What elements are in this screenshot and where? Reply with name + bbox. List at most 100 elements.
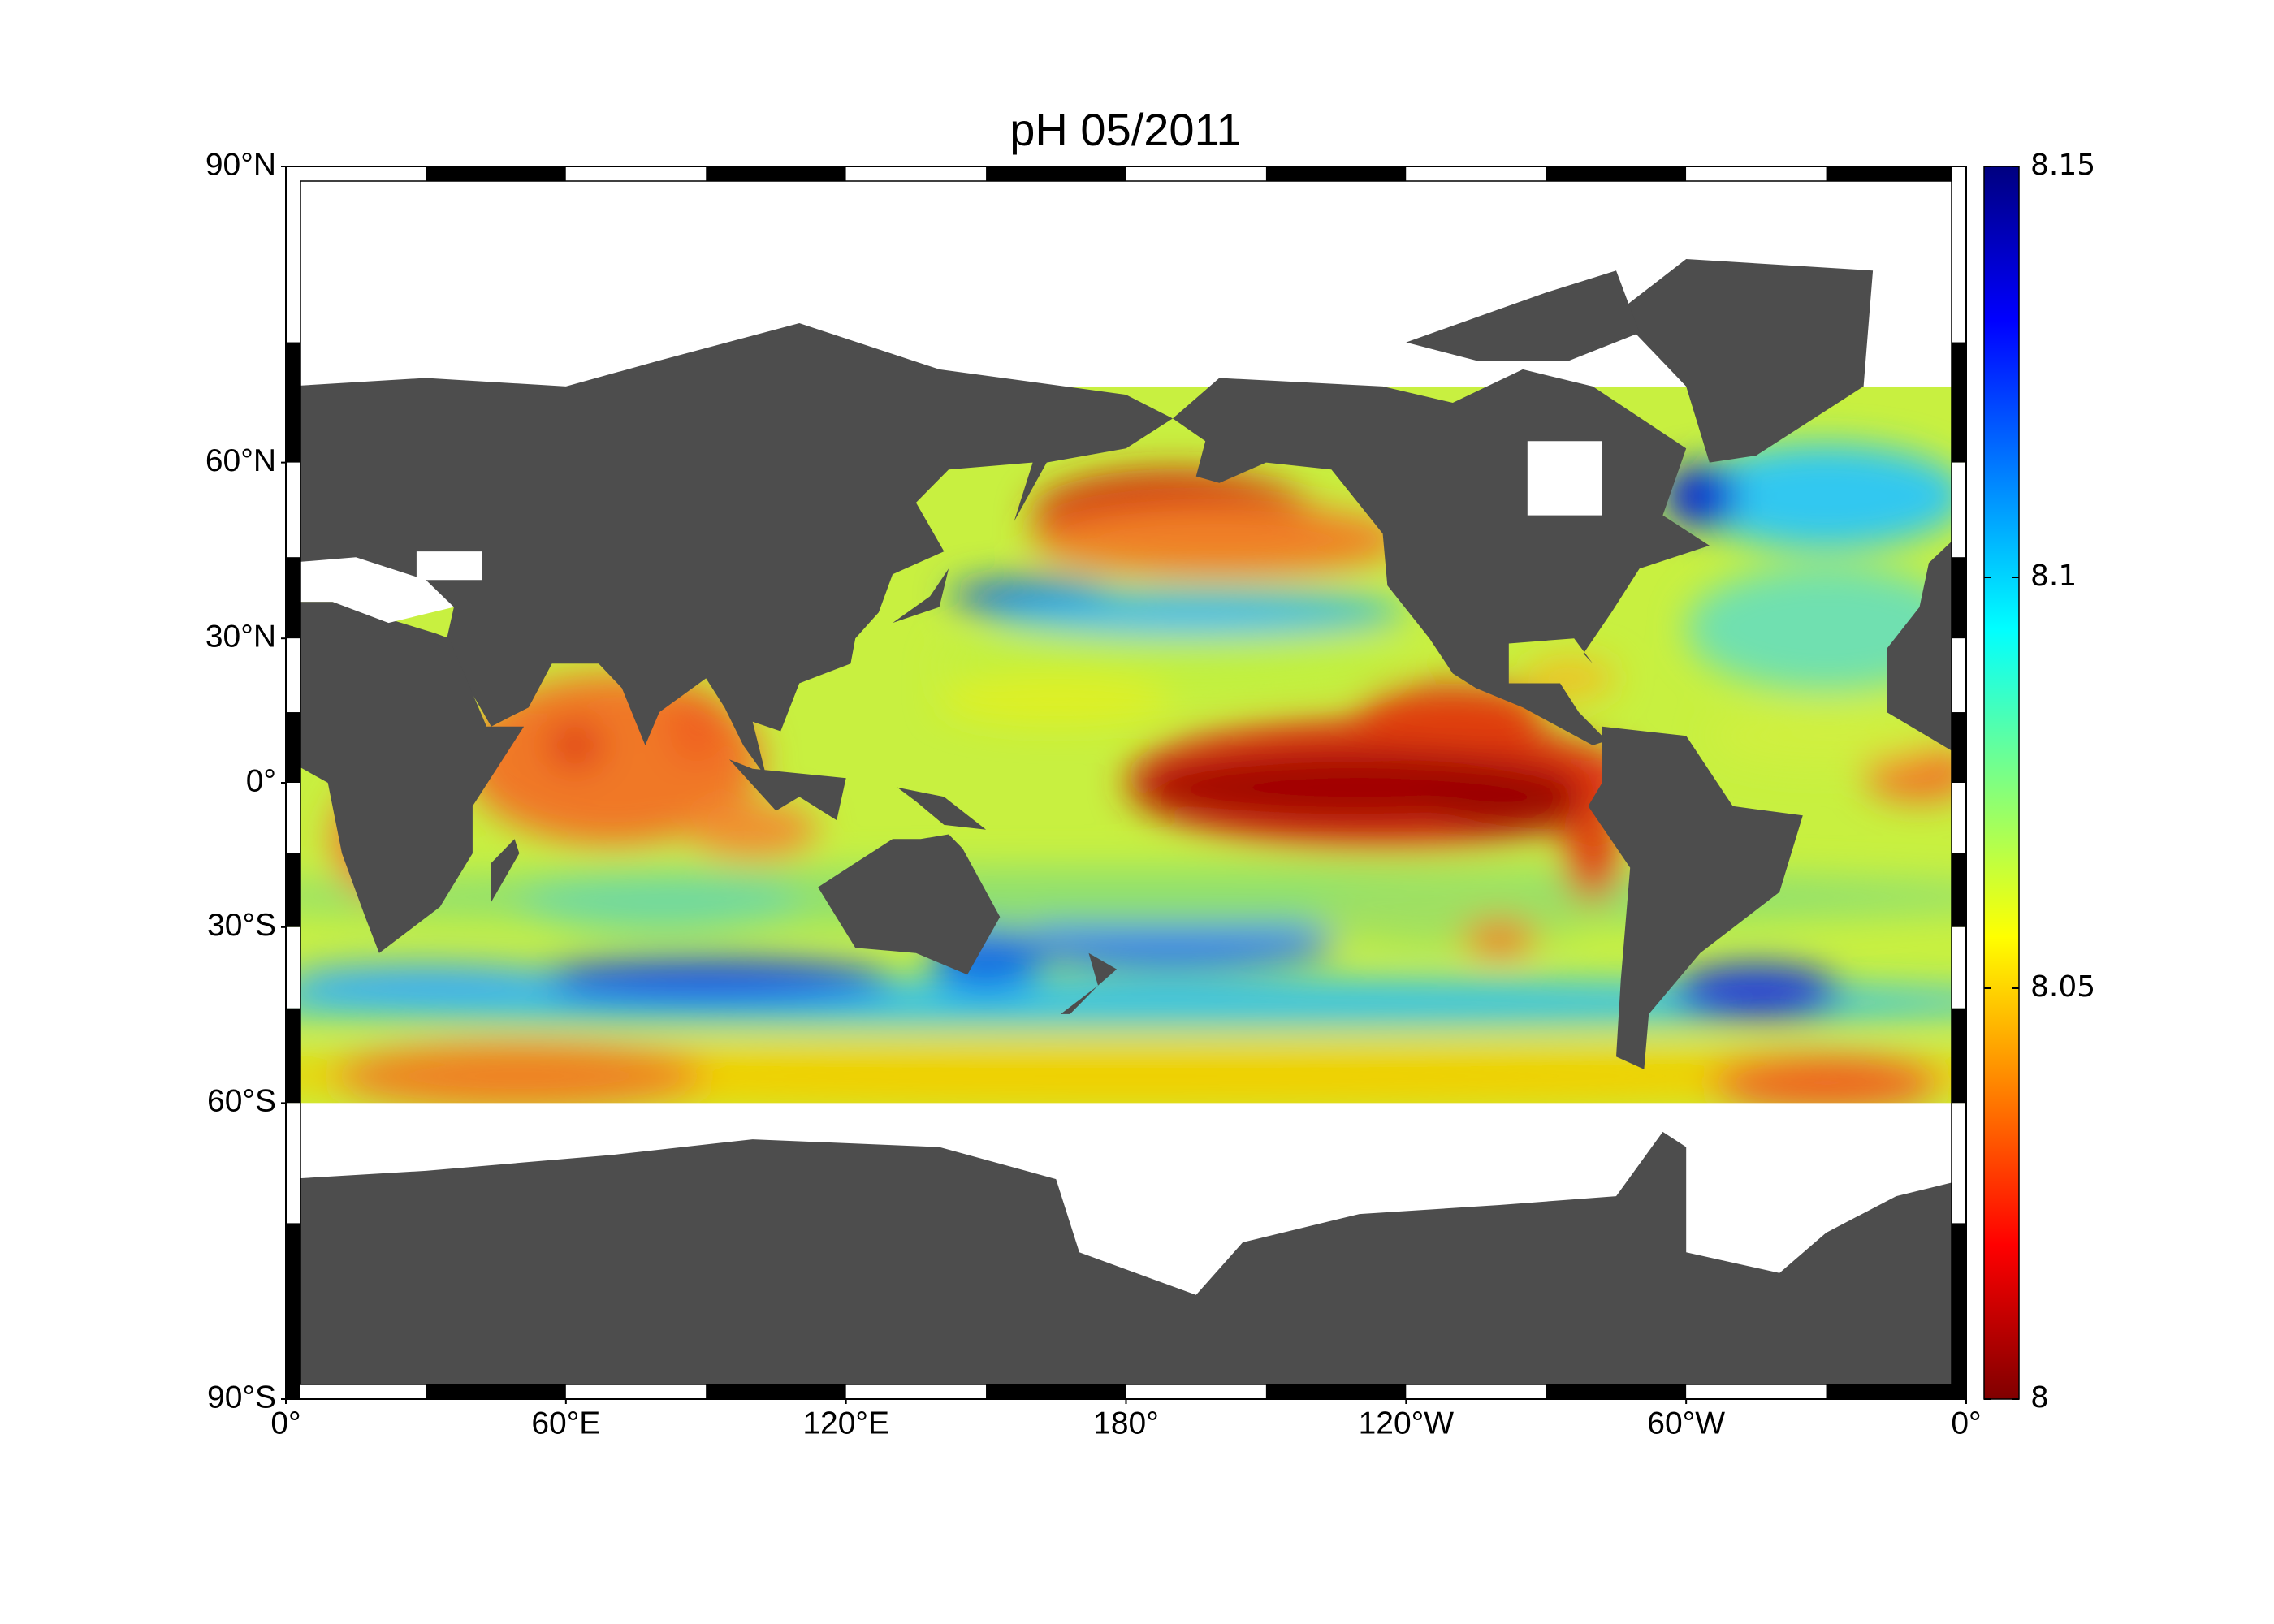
colorbar-tick-label: 8 (2030, 1381, 2049, 1415)
frame-strip (286, 926, 300, 1009)
lat-tick-label: 30°N (205, 619, 276, 654)
ocean-patch (1359, 683, 1546, 741)
frame-strip (286, 1103, 300, 1224)
frame-strip (286, 783, 300, 853)
frame-strip (286, 1008, 300, 1104)
ocean-patch (1709, 1056, 1943, 1104)
frame-strip (1952, 926, 1966, 1009)
frame-strip (286, 557, 300, 639)
frame-strip (1126, 166, 1266, 181)
no-data-area (286, 557, 454, 624)
ocean-patch (1312, 886, 1593, 948)
frame-strip (1952, 1008, 1966, 1104)
frame-strip (565, 1384, 707, 1399)
frame-strip (1952, 783, 1966, 853)
frame-strip (706, 166, 846, 181)
lat-tick-label: 0° (246, 763, 276, 798)
land (1588, 726, 1803, 1069)
frame-strip (1952, 853, 1966, 927)
frame-strip (1952, 1223, 1966, 1399)
land (818, 834, 1001, 975)
frame-strip (1406, 1384, 1546, 1399)
ocean-patch (286, 1043, 1966, 1104)
frame-strip (986, 1384, 1126, 1399)
ocean-patch (1709, 707, 1943, 765)
frame-strip (286, 712, 300, 783)
land (897, 787, 987, 830)
frame-strip (1126, 1384, 1266, 1399)
frame-strip (1265, 1384, 1407, 1399)
ocean-patch (1686, 443, 1966, 549)
ocean-patch (986, 591, 1407, 634)
lat-tick-label: 30°S (207, 908, 276, 943)
ocean-patch (1462, 922, 1537, 953)
ocean-patch (1415, 782, 1584, 830)
land (1887, 607, 1966, 760)
colorbar-tick-label: 8.1 (2030, 559, 2077, 593)
lon-tick-label: 60°E (531, 1406, 600, 1440)
ocean-patch (286, 963, 566, 997)
frame-strip (286, 166, 300, 343)
frame-strip (1952, 557, 1966, 639)
frame-strip (1686, 166, 1827, 181)
lon-tick-label: 180° (1093, 1406, 1159, 1440)
ocean-patch (668, 688, 725, 765)
colorbar (1983, 166, 2020, 1400)
frame-strip (426, 1384, 566, 1399)
colorbar-tick-label: 8.15 (2030, 149, 2095, 182)
frame-strip (1952, 638, 1966, 713)
frame-strip (286, 342, 300, 463)
frame-strip (1826, 1384, 1966, 1399)
ocean-patch (519, 957, 893, 1003)
frame-strip (845, 166, 987, 181)
ocean-blobs (286, 386, 1966, 1104)
ocean-patch (332, 1043, 707, 1104)
no-data-area (416, 551, 482, 581)
lat-tick-label: 60°S (207, 1084, 276, 1119)
frame-strip (286, 853, 300, 927)
frame-strip (1546, 166, 1687, 181)
frame-strip (1826, 166, 1966, 181)
frame-strip (426, 166, 566, 181)
frame-strip (845, 1384, 987, 1399)
land (491, 839, 520, 902)
frame-strip (1952, 1103, 1966, 1224)
lon-tick-label: 120°E (802, 1406, 889, 1440)
frame-strip (1686, 1384, 1827, 1399)
frame-strip (286, 462, 300, 558)
frame-strip (286, 1223, 300, 1399)
colorbar-tick-label: 8.05 (2030, 970, 2095, 1004)
ocean-patch (1662, 463, 1738, 529)
frame-strip (1265, 166, 1407, 181)
no-data-area (1527, 441, 1602, 516)
frame-strip (286, 1384, 426, 1399)
frame-strip (565, 166, 707, 181)
frame-strip (1952, 166, 1966, 343)
land (286, 602, 525, 953)
map-title: pH 05/2011 (1009, 104, 1241, 155)
land (729, 759, 846, 821)
ocean-patch (1671, 963, 1840, 1020)
lon-tick-label: 0° (1951, 1406, 1981, 1440)
lat-tick-label: 90°N (205, 147, 276, 182)
map-frame-inner (300, 180, 1952, 1385)
frame-strip (1546, 1384, 1687, 1399)
ocean-patch (1032, 503, 1407, 576)
frame-strip (1952, 462, 1966, 558)
frame-strip (1952, 712, 1966, 783)
frame-strip (706, 1384, 846, 1399)
frame-strip (286, 166, 426, 181)
land (286, 323, 1173, 779)
ocean-patch (547, 721, 603, 769)
frame-strip (986, 166, 1126, 181)
ocean-patch (519, 872, 800, 932)
lat-tick-label: 60°N (205, 443, 276, 478)
land (893, 568, 949, 624)
lon-tick-label: 0° (270, 1406, 300, 1440)
ocean-patch (939, 673, 1173, 723)
lon-tick-label: 60°W (1647, 1406, 1725, 1440)
ocean-patch (687, 801, 819, 858)
lon-tick-label: 120°W (1359, 1406, 1455, 1440)
